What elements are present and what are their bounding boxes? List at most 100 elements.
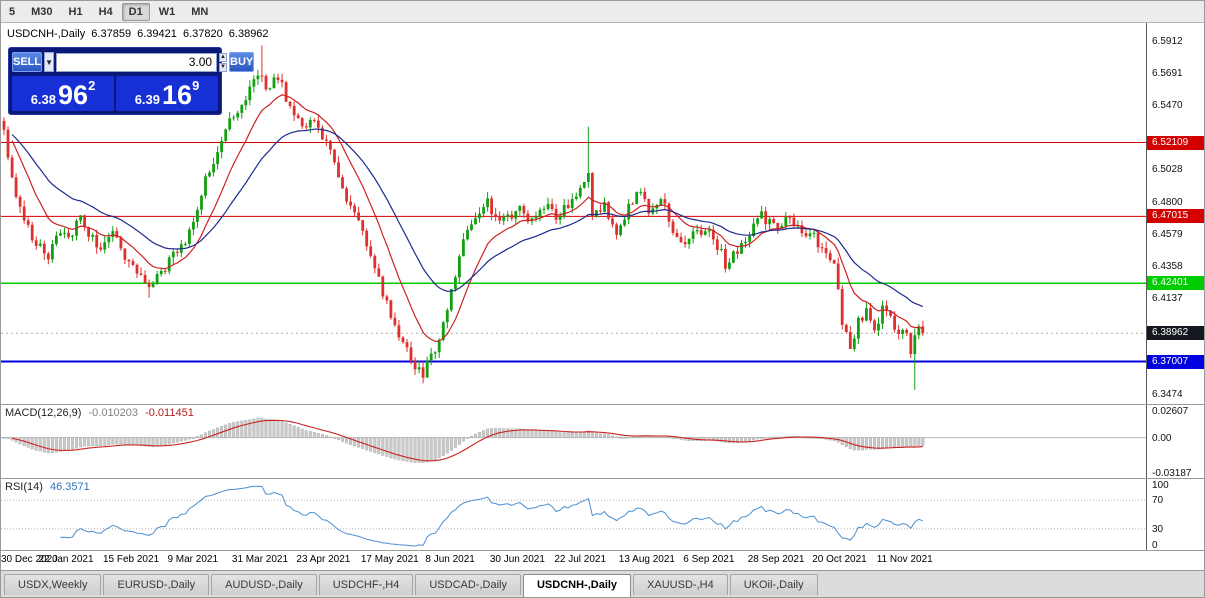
date-label: 23 Apr 2021 <box>296 554 351 565</box>
main-chart-panel[interactable]: USDCNH-,Daily 6.37859 6.39421 6.37820 6.… <box>1 23 1146 404</box>
hline-tag-6.42401[interactable]: 6.42401 <box>1147 276 1204 291</box>
timeframe-toolbar: 5 M30 H1 H4 D1 W1 MN <box>1 1 1204 23</box>
macd-main-value: -0.010203 <box>88 407 139 419</box>
sell-price-sup: 2 <box>88 78 96 93</box>
ohlc-close: 6.38962 <box>228 28 269 40</box>
rsi-label: RSI(14) 46.3571 <box>5 481 90 493</box>
buy-price-prefix: 6.39 <box>134 92 161 107</box>
macd-chart[interactable] <box>1 405 1146 478</box>
date-label: 9 Mar 2021 <box>167 554 219 565</box>
macd-title: MACD(12,26,9) <box>5 407 82 419</box>
ma-slow-line <box>11 128 924 308</box>
one-click-trading-panel: SELL ▼ ▲ ▼ BUY 6.38 96 2 6.39 16 9 <box>8 47 255 115</box>
price-tick-label: 6.5470 <box>1152 99 1183 111</box>
date-label: 20 Oct 2021 <box>812 554 867 565</box>
hline-tag-6.52109[interactable]: 6.52109 <box>1147 135 1204 150</box>
rsi-value: 46.3571 <box>49 481 90 493</box>
lot-spinner: ▲ ▼ <box>219 52 227 72</box>
rsi-title: RSI(14) <box>5 481 43 493</box>
rsi-tick-label: 30 <box>1152 523 1164 535</box>
date-label: 31 Mar 2021 <box>231 554 289 565</box>
chart-tab-usdcad-daily[interactable]: USDCAD-,Daily <box>415 574 521 595</box>
chart-tab-usdcnh-daily[interactable]: USDCNH-,Daily <box>522 574 632 597</box>
lot-dropdown-button[interactable]: ▼ <box>44 52 55 72</box>
sell-price-display[interactable]: 6.38 96 2 <box>12 76 114 111</box>
date-label: 6 Sep 2021 <box>683 554 735 565</box>
sell-button[interactable]: SELL <box>12 52 43 72</box>
panel-divider[interactable] <box>1 478 1204 479</box>
timeframe-button-w1[interactable]: W1 <box>158 5 176 18</box>
price-tick-label: 6.5691 <box>1152 67 1183 79</box>
symbol-ohlc-line: USDCNH-,Daily 6.37859 6.39421 6.37820 6.… <box>7 28 272 40</box>
timeframe-button-5[interactable]: 5 <box>9 5 16 18</box>
macd-tick-label: -0.03187 <box>1152 467 1192 479</box>
buy-button[interactable]: BUY <box>229 52 255 72</box>
date-label: 8 Jun 2021 <box>425 554 475 565</box>
ohlc-high: 6.39421 <box>137 28 177 40</box>
macd-signal-line <box>11 419 923 462</box>
hline-tag-6.37007[interactable]: 6.37007 <box>1147 354 1204 369</box>
candlestick-chart[interactable] <box>1 23 1146 404</box>
buy-price-sup: 9 <box>192 78 200 93</box>
date-label: 30 Dec 2020 <box>1 554 58 565</box>
symbol-name: USDCNH-,Daily <box>7 28 86 40</box>
ohlc-open: 6.37859 <box>91 28 132 40</box>
price-tick-label: 6.5028 <box>1152 164 1183 176</box>
current-price-tag: 6.38962 <box>1147 326 1204 341</box>
panel-divider[interactable] <box>1 404 1204 405</box>
time-axis[interactable]: 30 Dec 2020 22 Jan 2021 15 Feb 2021 9 Mar 2… <box>1 551 1204 570</box>
hline-tag-6.47015[interactable]: 6.47015 <box>1147 209 1204 224</box>
date-label: 22 Jul 2021 <box>554 554 607 565</box>
chart-tab-eurusd-daily[interactable]: EURUSD-,Daily <box>103 574 210 595</box>
rsi-tick-label: 70 <box>1152 495 1164 507</box>
lot-increase-button[interactable]: ▲ <box>219 52 227 62</box>
lot-decrease-button[interactable]: ▼ <box>219 62 227 72</box>
timeframe-button-h1[interactable]: H1 <box>68 5 83 18</box>
rsi-line <box>60 485 923 547</box>
price-axis[interactable]: 6.5912 6.5691 6.5470 6.5028 6.4800 6.4579 6.43… <box>1146 23 1204 551</box>
date-label: 22 Jan 2021 <box>38 554 94 565</box>
buy-price-big: 16 <box>162 80 193 111</box>
date-label: 15 Feb 2021 <box>102 554 160 565</box>
date-label: 17 May 2021 <box>360 554 419 565</box>
price-tick-label: 6.3474 <box>1152 389 1183 401</box>
timeframe-button-d1[interactable]: D1 <box>121 2 150 21</box>
lot-size-input[interactable] <box>56 52 218 72</box>
rsi-tick-label: 0 <box>1152 540 1158 551</box>
timeframe-button-m30[interactable]: M30 <box>31 5 53 18</box>
rsi-panel[interactable]: RSI(14) 46.3571 <box>1 479 1146 550</box>
price-tick-label: 6.4579 <box>1152 229 1183 241</box>
chart-tab-ukoil-daily[interactable]: UKOil-,Daily <box>729 574 818 595</box>
date-label: 13 Aug 2021 <box>618 554 675 565</box>
price-tick-label: 6.4137 <box>1152 293 1183 305</box>
sell-price-prefix: 6.38 <box>30 92 57 107</box>
macd-tick-label: 0.00 <box>1152 432 1172 444</box>
date-label: 28 Sep 2021 <box>747 554 805 565</box>
macd-signal-value: -0.011451 <box>145 407 194 419</box>
macd-label: MACD(12,26,9) -0.010203 -0.011451 <box>5 407 194 419</box>
price-tick-label: 6.4358 <box>1152 261 1183 273</box>
chart-tab-audusd-daily[interactable]: AUDUSD-,Daily <box>211 574 317 595</box>
horizontal-lines[interactable] <box>1 142 1146 363</box>
rsi-chart[interactable] <box>1 479 1146 550</box>
date-label: 11 Nov 2021 <box>876 554 933 565</box>
macd-histogram <box>2 418 925 463</box>
buy-price-display[interactable]: 6.39 16 9 <box>116 76 218 111</box>
timeframe-button-mn[interactable]: MN <box>191 5 209 18</box>
sell-price-big: 96 <box>58 80 89 111</box>
macd-tick-label: 0.02607 <box>1152 406 1189 417</box>
macd-panel[interactable]: MACD(12,26,9) -0.010203 -0.011451 <box>1 405 1146 478</box>
timeframe-button-h4[interactable]: H4 <box>98 5 113 18</box>
chart-tab-usdchf-h4[interactable]: USDCHF-,H4 <box>318 574 414 595</box>
price-tick-label: 6.4800 <box>1152 197 1183 209</box>
chart-tab-xauusd-h4[interactable]: XAUUSD-,H4 <box>633 574 728 595</box>
chart-tabs-bar: USDX,Weekly EURUSD-,Daily AUDUSD-,Daily USD… <box>1 570 1204 597</box>
date-label: 30 Jun 2021 <box>489 554 545 565</box>
rsi-tick-label: 100 <box>1152 480 1169 491</box>
chart-tab-usdx-weekly[interactable]: USDX,Weekly <box>4 574 102 595</box>
ma-fast-line <box>11 94 923 343</box>
price-tick-label: 6.5912 <box>1152 35 1183 47</box>
ohlc-low: 6.37820 <box>182 28 223 40</box>
panel-divider <box>1 550 1204 551</box>
